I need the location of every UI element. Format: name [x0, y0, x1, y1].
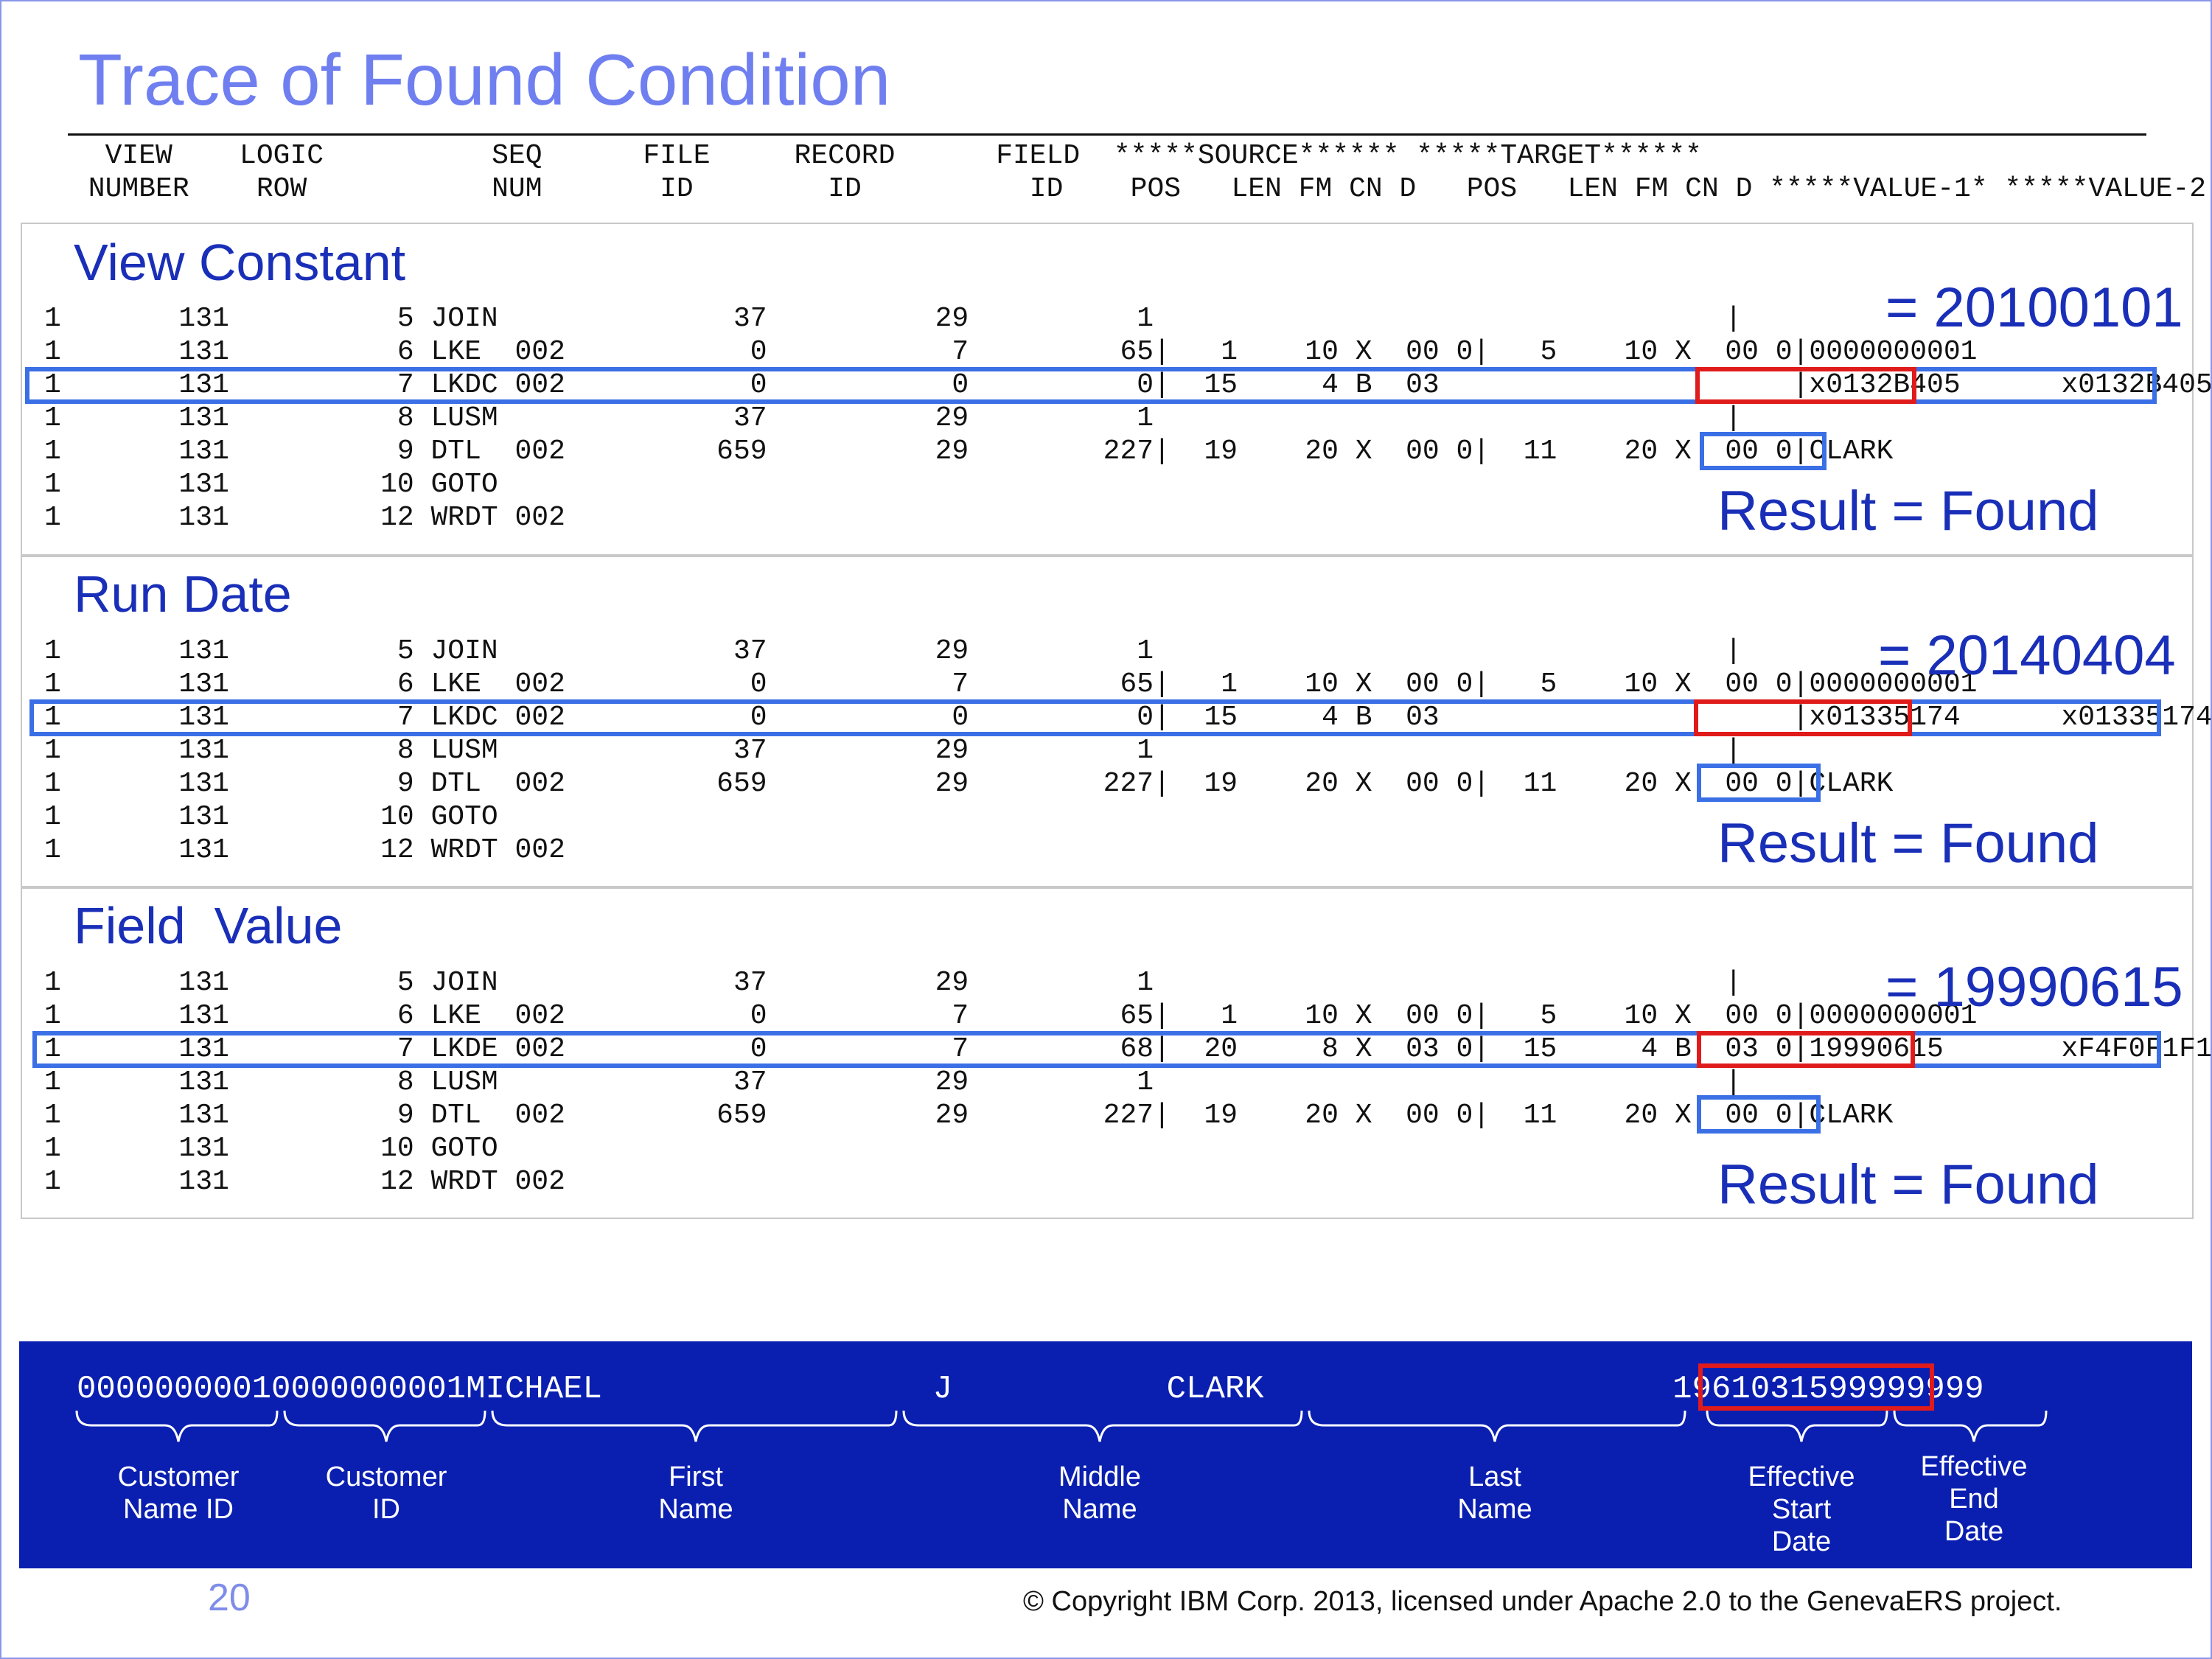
- brace: [902, 1410, 1303, 1442]
- value-annotation: = 20100101: [1885, 276, 2183, 339]
- trace-row: 1 131 7 LKDC 002 0 0 0| 15 4 B 03 |x0133…: [44, 702, 2212, 733]
- trace-row: 1 131 8 LUSM 37 29 1 |: [44, 735, 1742, 766]
- field-label-customer-id: Customer ID: [325, 1461, 447, 1525]
- trace-row: 1 131 12 WRDT 002: [44, 834, 565, 866]
- brace: [1893, 1410, 2048, 1442]
- field-label-customer-name-id: Customer Name ID: [117, 1461, 240, 1525]
- view-constant-panel: View Constant 1 131 5 JOIN 37 29 1 | 1 1…: [21, 223, 2211, 556]
- highlighted-row-box: [32, 1031, 2161, 1068]
- field-label-last-name: Last Name: [1457, 1461, 1532, 1525]
- trace-row: 1 131 12 WRDT 002: [44, 1166, 565, 1198]
- field-label-middle-name: Middle Name: [1058, 1461, 1141, 1525]
- field-value-panel: Field Value 1 131 5 JOIN 37 29 1 | 1 131…: [21, 887, 2211, 1219]
- trace-row: 1 131 12 WRDT 002: [44, 502, 565, 534]
- column-header-line-1: VIEW LOGIC SEQ FILE RECORD FIELD *****SO…: [71, 140, 1702, 172]
- field-label-effective-end-date: Effective End Date: [1920, 1451, 2028, 1547]
- record-text: 00000000010000000001MICHAEL J CLARK 1961…: [77, 1371, 1984, 1408]
- trace-row: 1 131 9 DTL 002 659 29 227| 19 20 X 00 0…: [44, 768, 1894, 800]
- value-highlight-box: [1694, 699, 1912, 736]
- trace-row: 1 131 7 LKDE 002 0 7 68| 20 8 X 03 0| 15…: [44, 1033, 2212, 1065]
- run-date-panel: Run Date 1 131 5 JOIN 37 29 1 | 1 131 6 …: [21, 556, 2211, 887]
- brace: [75, 1410, 279, 1442]
- field-braces: [75, 1410, 2048, 1442]
- trace-row: 1 131 5 JOIN 37 29 1 |: [44, 303, 1742, 335]
- trace-row: 1 131 9 DTL 002 659 29 227| 19 20 X 00 0…: [44, 436, 1894, 467]
- name-highlight-box: [1697, 1095, 1821, 1134]
- result-annotation: Result = Found: [1717, 1153, 2099, 1216]
- column-header-line-2: NUMBER ROW NUM ID ID ID POS LEN FM CN D …: [71, 173, 2207, 205]
- page-number: 20: [208, 1576, 251, 1619]
- date-highlight-box: [1698, 1363, 1934, 1411]
- trace-row: 1 131 8 LUSM 37 29 1 |: [44, 1066, 1742, 1098]
- field-label-first-name: First Name: [658, 1461, 733, 1525]
- panel-title: View Constant: [74, 234, 406, 291]
- trace-row: 1 131 9 DTL 002 659 29 227| 19 20 X 00 0…: [44, 1100, 1894, 1131]
- highlighted-row-box: [29, 699, 2161, 736]
- brace: [491, 1410, 898, 1442]
- trace-row: 1 131 6 LKE 002 0 7 65| 1 10 X 00 0| 5 1…: [44, 1000, 1978, 1032]
- brace: [283, 1410, 486, 1442]
- trace-row: 1 131 7 LKDC 002 0 0 0| 15 4 B 03 |x0132…: [44, 369, 2212, 401]
- trace-row: 1 131 8 LUSM 37 29 1 |: [44, 402, 1742, 434]
- value-annotation: = 20140404: [1878, 624, 2176, 687]
- value-highlight-box: [1697, 1031, 1915, 1068]
- copyright-notice: © Copyright IBM Corp. 2013, licensed und…: [1023, 1586, 2062, 1617]
- trace-row: 1 131 6 LKE 002 0 7 65| 1 10 X 00 0| 5 1…: [44, 336, 1978, 368]
- trace-row: 1 131 10 GOTO: [44, 1133, 498, 1164]
- brace: [1308, 1410, 1686, 1442]
- panel-title: Run Date: [74, 565, 292, 623]
- result-annotation: Result = Found: [1717, 812, 2099, 875]
- result-annotation: Result = Found: [1717, 480, 2099, 542]
- name-highlight-box: [1700, 432, 1827, 470]
- name-highlight-box: [1697, 764, 1821, 802]
- record-layout-banner: 00000000010000000001MICHAEL J CLARK 1961…: [19, 1341, 2192, 1568]
- panel-title: Field Value: [74, 897, 343, 954]
- brace: [1706, 1410, 1888, 1442]
- trace-row: 1 131 5 JOIN 37 29 1 |: [44, 967, 1742, 999]
- field-label-effective-start-date: Effective Start Date: [1748, 1461, 1855, 1557]
- trace-row: 1 131 10 GOTO: [44, 469, 498, 500]
- trace-row: 1 131 6 LKE 002 0 7 65| 1 10 X 00 0| 5 1…: [44, 668, 1978, 700]
- value-annotation: = 19990615: [1885, 956, 2183, 1019]
- page-title: Trace of Found Condition: [78, 39, 891, 120]
- value-highlight-box: [1695, 367, 1916, 404]
- trace-row: 1 131 10 GOTO: [44, 801, 498, 833]
- trace-row: 1 131 5 JOIN 37 29 1 |: [44, 635, 1742, 667]
- highlighted-row-box: [25, 367, 2157, 404]
- title-divider: [68, 133, 2146, 136]
